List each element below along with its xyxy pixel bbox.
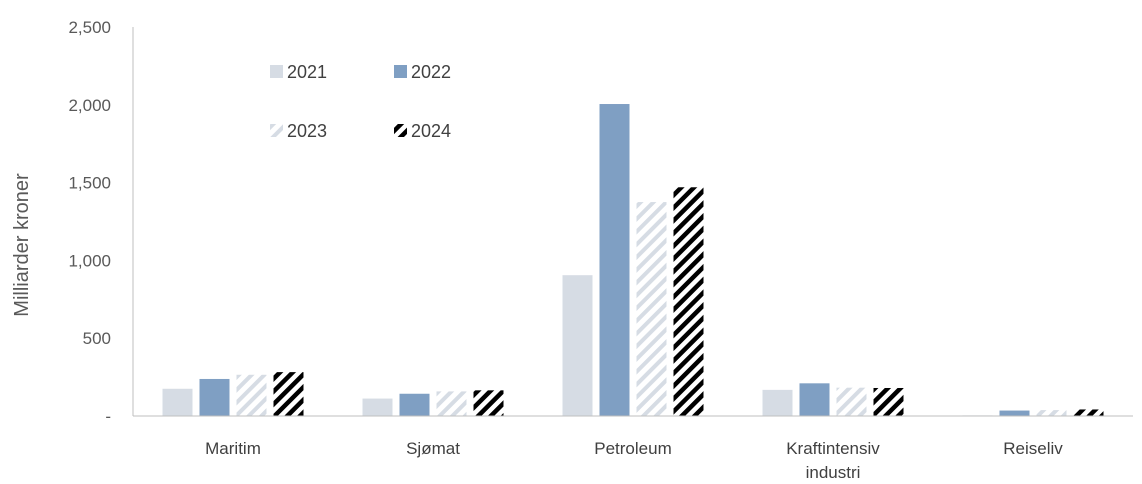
bar-2021-petroleum — [562, 275, 593, 416]
y-axis-title: Milliarder kroner — [11, 173, 33, 317]
bar-2024-petroleum — [673, 187, 704, 416]
bar-2022-sjømat — [399, 393, 430, 416]
bar-2024-sjømat — [473, 390, 504, 416]
bar-2024-maritim — [273, 372, 304, 416]
y-axis: - 500 1,000 1,500 2,000 2,500 — [68, 18, 111, 426]
legend: 2021 2022 2023 2024 — [270, 62, 451, 141]
x-axis: Maritim Sjømat Petroleum Kraftintensiv indus… — [205, 439, 1063, 482]
bar-2022-petroleum — [599, 104, 630, 416]
bar-2023-reiseliv — [1036, 410, 1067, 416]
y-tick-label: 2,000 — [68, 96, 111, 115]
bar-2022-kraftintensiv — [799, 383, 830, 416]
legend-swatch-2024 — [394, 124, 407, 137]
x-tick-label: Petroleum — [594, 439, 671, 458]
bar-2024-kraftintensiv — [873, 387, 904, 416]
legend-swatch-2022 — [394, 65, 407, 78]
bar-2022-reiseliv — [999, 410, 1030, 416]
x-tick-label: Reiseliv — [1003, 439, 1063, 458]
y-tick-label: 500 — [83, 329, 111, 348]
bars — [162, 104, 1104, 416]
legend-label-2024: 2024 — [411, 121, 451, 141]
legend-label-2023: 2023 — [287, 121, 327, 141]
y-tick-label: - — [105, 407, 111, 426]
legend-label-2021: 2021 — [287, 62, 327, 82]
legend-label-2022: 2022 — [411, 62, 451, 82]
bar-2021-maritim — [162, 388, 193, 416]
legend-swatch-2021 — [270, 65, 283, 78]
y-tick-label: 1,500 — [68, 174, 111, 193]
bar-2021-sjømat — [362, 398, 393, 416]
x-tick-label: Sjømat — [406, 439, 460, 458]
y-tick-label: 1,000 — [68, 251, 111, 270]
x-tick-label: industri — [806, 463, 861, 482]
bar-2022-maritim — [199, 378, 230, 416]
x-tick-label: Kraftintensiv — [786, 439, 880, 458]
bar-2021-kraftintensiv — [762, 389, 793, 416]
bar-2023-sjømat — [436, 391, 467, 416]
bar-2023-petroleum — [636, 202, 667, 416]
x-tick-label: Maritim — [205, 439, 261, 458]
bar-2023-maritim — [236, 374, 267, 416]
y-tick-label: 2,500 — [68, 18, 111, 37]
bar-2024-reiseliv — [1073, 409, 1104, 416]
legend-swatch-2023 — [270, 124, 283, 137]
bar-2023-kraftintensiv — [836, 387, 867, 416]
